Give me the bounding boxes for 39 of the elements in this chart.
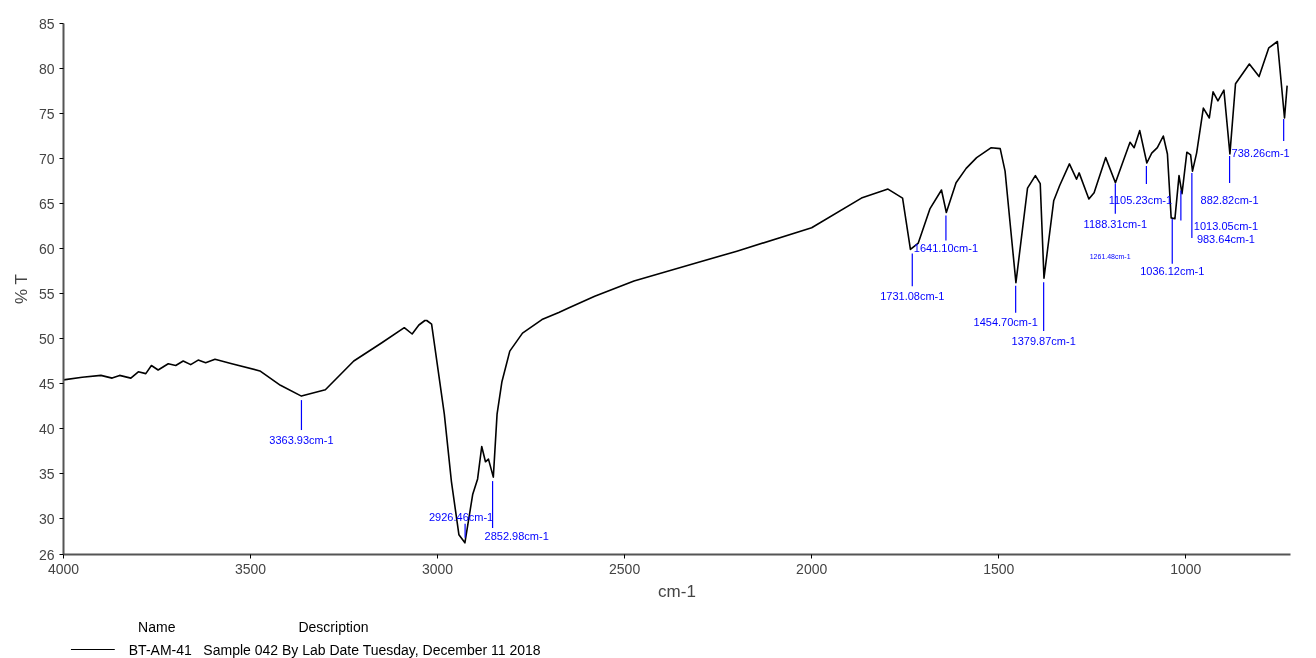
text: Sample 042 By Lab Date Tuesday, December 11 2018 (203, 641, 541, 658)
y-tick-label: 85 (38, 15, 55, 32)
annotation: 1036.12cm-1 (1140, 264, 1205, 277)
text: Description (298, 618, 369, 635)
annotation: 1013.05cm-1 (1193, 219, 1259, 232)
x-tick-label: 3000 (422, 560, 454, 577)
annotation: 1731.08cm-1 (880, 290, 945, 303)
x-axis-title: cm-1 (658, 581, 696, 601)
x-tick-label: 2500 (609, 560, 641, 577)
y-tick-label: 80 (38, 60, 55, 77)
annotation: 1188.31cm-1 (1083, 217, 1148, 230)
y-tick-label: 65 (38, 195, 55, 212)
y-tick-label: 60 (38, 240, 55, 257)
x-tick-label: 1000 (1170, 560, 1202, 577)
annotation: 738.26cm-1 (1231, 146, 1290, 159)
y-tick-label: 35 (38, 465, 55, 482)
y-axis-title: % T (11, 274, 31, 305)
x-tick-label: 1500 (983, 560, 1015, 577)
annotation: 1641.10cm-1 (913, 242, 979, 255)
y-tick-label: 70 (38, 150, 55, 167)
y-tick-label: 50 (38, 330, 55, 347)
line-series (63, 40, 1288, 544)
annotation: 3363.93cm-1 (269, 434, 334, 447)
y-tick-label: 45 (38, 375, 55, 392)
y-tick-label: 40 (38, 420, 55, 437)
annotation: 983.64cm-1 (1196, 232, 1255, 245)
legend-label: BT-AM-41 (128, 641, 192, 658)
x-tick-label: 3500 (234, 560, 267, 577)
annotation: 2852.98cm-1 (484, 530, 549, 542)
y-tick-label: 75 (38, 105, 55, 122)
y-tick-label: 30 (38, 510, 55, 527)
annotation: 1379.87cm-1 (1011, 335, 1076, 348)
annotation: 882.82cm-1 (1200, 193, 1259, 206)
x-tick-label: 4000 (47, 560, 80, 577)
y-tick-label: 55 (38, 285, 55, 302)
annotation: 1454.70cm-1 (973, 315, 1038, 328)
y-tick-label: 26 (38, 546, 55, 563)
legend-title: Name (138, 618, 176, 635)
x-tick-label: 2000 (796, 560, 828, 577)
